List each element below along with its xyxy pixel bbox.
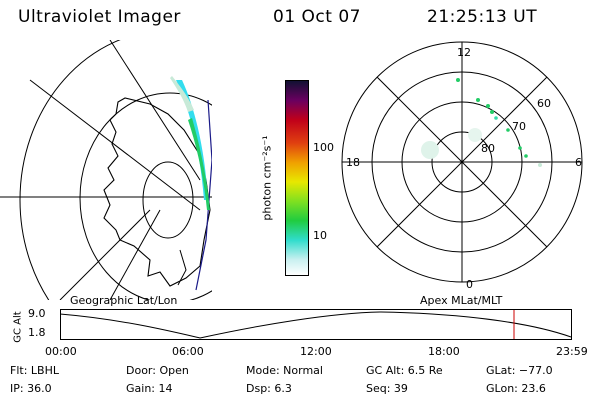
app-title: Ultraviolet Imager: [18, 7, 181, 27]
altitude-plot: [60, 309, 572, 340]
meridian-line: [109, 209, 161, 300]
status-dsp: Dsp: 6.3: [246, 382, 292, 395]
status-ip: IP: 36.0: [10, 382, 52, 395]
latitude-ring-outer: [19, 40, 121, 300]
mlt-label-6: 6: [575, 156, 582, 169]
status-filter: Flt: LBHL: [10, 364, 59, 377]
altitude-curve: [60, 311, 572, 339]
status-glon: GLon: 23.6: [486, 382, 546, 395]
latitude-ring-mid: [79, 92, 212, 300]
time-tick-0000: 00:00: [45, 345, 77, 358]
meridian-line: [109, 40, 201, 181]
status-seq: Seq: 39: [366, 382, 408, 395]
geographic-caption: Geographic Lat/Lon: [70, 294, 178, 307]
colorbar-tick-100: 100: [313, 141, 334, 154]
status-door: Door: Open: [126, 364, 189, 377]
status-glat: GLat: −77.0: [486, 364, 553, 377]
mlt-label-12: 12: [457, 46, 471, 59]
status-gain: Gain: 14: [126, 382, 173, 395]
date-label: 01 Oct 07: [273, 7, 361, 27]
altitude-tick-low: 1.8: [28, 326, 46, 339]
latitude-ring-inner: [142, 161, 194, 239]
colorbar: [285, 80, 309, 276]
terminator-line: [195, 99, 212, 291]
coastline-detail: [177, 249, 187, 286]
altitude-tick-high: 9.0: [28, 307, 46, 320]
time-tick-1200: 12:00: [300, 345, 332, 358]
aurora-band: [170, 76, 210, 210]
lat-label-80: 80: [481, 142, 495, 155]
polar-plot: [341, 41, 583, 283]
apex-caption: Apex MLat/MLT: [420, 294, 503, 307]
colorbar-tick-10: 10: [313, 229, 327, 242]
meridian-line: [59, 209, 151, 300]
lat-label-70: 70: [512, 120, 526, 133]
status-gc-alt: GC Alt: 6.5 Re: [366, 364, 443, 377]
lat-label-60: 60: [537, 97, 551, 110]
colorbar-unit-label: photon cm⁻²s⁻¹: [260, 135, 274, 221]
geographic-map: [0, 40, 212, 300]
time-tick-1800: 18:00: [428, 345, 460, 358]
polar-diagonal: [376, 76, 548, 248]
mlt-label-18: 18: [346, 156, 360, 169]
mlt-label-0: 0: [466, 278, 473, 291]
polar-aurora-points: [421, 78, 542, 167]
time-label: 21:25:13 UT: [427, 7, 538, 27]
time-tick-0600: 06:00: [172, 345, 204, 358]
time-tick-2359: 23:59: [556, 345, 588, 358]
status-mode: Mode: Normal: [246, 364, 323, 377]
altitude-axis-title: GC Alt: [12, 311, 24, 343]
meridian-line: [29, 79, 201, 211]
